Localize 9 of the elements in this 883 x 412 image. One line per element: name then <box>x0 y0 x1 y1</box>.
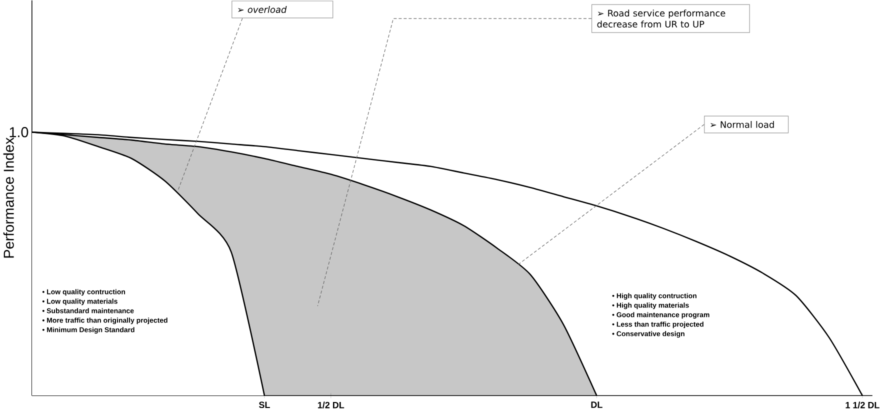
x-tick-label: SL <box>258 402 270 408</box>
y-axis-title: Performance Index <box>3 138 14 258</box>
x-tick-label: 1/2 DL <box>318 402 344 409</box>
x-tick-label: 1 1/2 DL <box>846 402 880 409</box>
x-tick-label: DL <box>591 402 602 408</box>
text: ➢ Normal load <box>710 121 774 128</box>
text: ➢ overload <box>238 6 287 14</box>
text: ➢ Road service performance decrease from UR to UP <box>597 10 726 28</box>
text: 1.0 <box>10 127 28 138</box>
